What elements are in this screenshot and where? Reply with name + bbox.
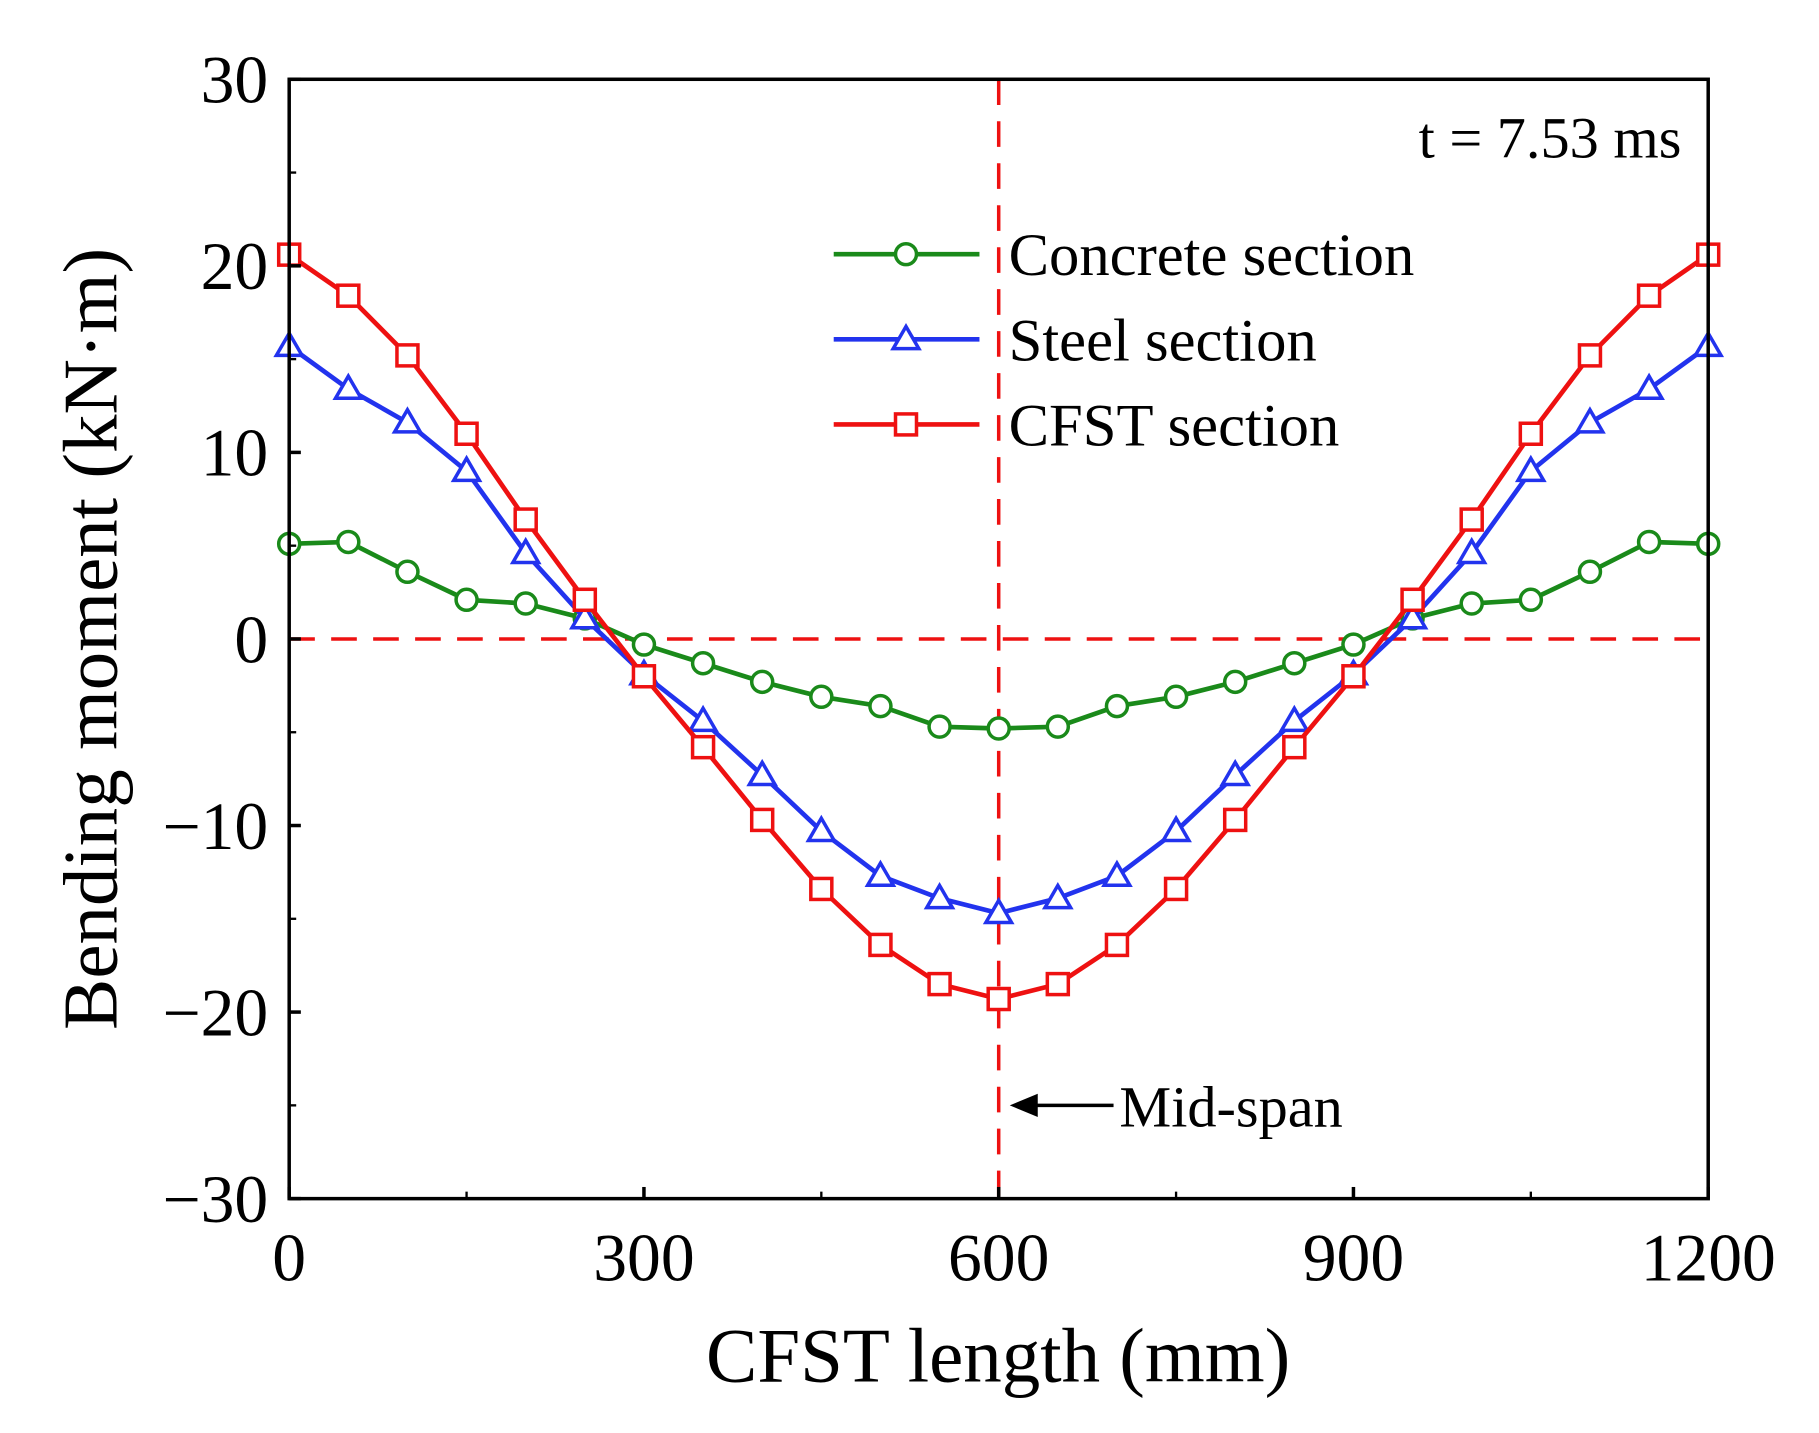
legend-item-steel: Steel section xyxy=(833,307,1317,374)
data-point-concrete xyxy=(809,684,834,710)
data-point-cfst xyxy=(336,283,361,308)
data-point-cfst xyxy=(1104,932,1130,958)
data-point-concrete xyxy=(454,587,479,613)
legend-label: Steel section xyxy=(1009,307,1317,374)
x-axis-label: CFST length (mm) xyxy=(706,1313,1290,1399)
data-point-cfst xyxy=(690,734,716,760)
data-point-concrete xyxy=(1222,669,1248,695)
data-point-steel xyxy=(687,704,719,733)
series-cfst xyxy=(276,242,1721,1012)
data-point-cfst xyxy=(809,876,834,902)
legend-item-cfst: CFST section xyxy=(833,392,1340,459)
data-point-cfst xyxy=(1282,734,1307,760)
data-point-steel xyxy=(1101,859,1133,887)
data-point-cfst xyxy=(927,971,952,997)
data-point-cfst xyxy=(1222,807,1248,833)
y-tick-label: 10 xyxy=(201,416,269,491)
data-point-cfst xyxy=(749,807,775,833)
data-point-concrete xyxy=(1341,632,1366,657)
x-tick-label: 0 xyxy=(272,1220,306,1295)
legend-marker xyxy=(893,241,919,267)
data-point-steel xyxy=(391,406,424,434)
y-tick-label: 30 xyxy=(201,43,269,118)
data-point-steel xyxy=(864,859,897,887)
data-point-cfst xyxy=(513,507,538,532)
data-point-cfst xyxy=(1518,421,1544,446)
data-point-steel xyxy=(1514,454,1547,483)
data-point-cfst xyxy=(1459,507,1484,532)
data-point-steel xyxy=(509,536,542,565)
series-steel xyxy=(273,329,1725,925)
data-point-steel xyxy=(1278,704,1311,733)
y-tick-label: −10 xyxy=(162,789,268,864)
time-annotation: t = 7.53 ms xyxy=(1419,105,1682,170)
data-point-cfst xyxy=(572,587,598,613)
data-point-concrete xyxy=(1577,559,1603,585)
data-point-steel xyxy=(1219,758,1252,787)
legend-item-concrete: Concrete section xyxy=(833,222,1415,289)
data-point-concrete xyxy=(395,559,420,585)
data-point-steel xyxy=(332,372,365,401)
legend: Concrete section Steel section CFST sectio… xyxy=(833,222,1415,459)
x-tick-label: 300 xyxy=(593,1220,694,1295)
data-point-cfst xyxy=(1577,343,1603,368)
data-point-cfst xyxy=(986,986,1011,1012)
data-point-steel xyxy=(805,814,838,843)
data-point-concrete xyxy=(631,632,657,657)
data-point-cfst xyxy=(1400,587,1425,613)
data-point-steel xyxy=(1574,406,1606,434)
legend-label: Concrete section xyxy=(1009,222,1415,289)
data-point-cfst xyxy=(868,932,893,958)
data-point-cfst xyxy=(1636,283,1662,308)
legend-marker xyxy=(893,412,919,437)
data-point-steel xyxy=(923,881,956,910)
data-point-steel xyxy=(1455,536,1488,565)
data-point-concrete xyxy=(1045,714,1071,739)
data-point-concrete xyxy=(1518,587,1544,613)
data-point-steel xyxy=(1041,881,1074,910)
data-point-concrete xyxy=(868,693,893,719)
arrow-head-icon xyxy=(1009,1093,1038,1118)
legend-marker xyxy=(890,322,922,351)
data-point-cfst xyxy=(631,664,657,689)
data-point-cfst xyxy=(454,421,479,446)
data-point-concrete xyxy=(927,714,952,739)
data-point-concrete xyxy=(690,650,716,676)
midspan-label: Mid-span xyxy=(1119,1074,1342,1139)
data-point-steel xyxy=(1160,814,1192,843)
x-tick-label: 900 xyxy=(1303,1220,1404,1295)
data-point-concrete xyxy=(336,529,361,555)
data-point-concrete xyxy=(1163,684,1189,710)
y-tick-label: −20 xyxy=(162,975,268,1050)
y-axis-label: Bending moment (kN·m) xyxy=(48,248,134,1030)
data-point-steel xyxy=(1633,372,1665,401)
midspan-annotation: Mid-span xyxy=(1009,1074,1343,1139)
data-point-concrete xyxy=(986,716,1011,741)
y-tick-label: 20 xyxy=(201,229,269,304)
y-tick-label: −30 xyxy=(162,1162,268,1237)
data-point-cfst xyxy=(395,343,420,368)
data-point-steel xyxy=(982,896,1015,925)
data-point-steel xyxy=(568,602,601,630)
legend-label: CFST section xyxy=(1009,392,1340,459)
data-point-steel xyxy=(746,758,779,787)
data-point-concrete xyxy=(1282,650,1307,676)
data-point-concrete xyxy=(749,669,775,695)
data-point-cfst xyxy=(1341,664,1366,689)
y-tick-label: 0 xyxy=(234,602,268,677)
x-tick-label: 1200 xyxy=(1641,1220,1776,1295)
data-point-steel xyxy=(1396,602,1429,630)
x-tick-label: 600 xyxy=(948,1220,1049,1295)
data-point-concrete xyxy=(513,591,538,616)
data-point-steel xyxy=(450,454,483,483)
data-point-concrete xyxy=(1104,693,1130,719)
data-point-concrete xyxy=(1459,591,1484,616)
data-point-cfst xyxy=(1045,971,1071,997)
data-point-cfst xyxy=(1163,876,1189,902)
data-point-concrete xyxy=(1636,529,1662,555)
